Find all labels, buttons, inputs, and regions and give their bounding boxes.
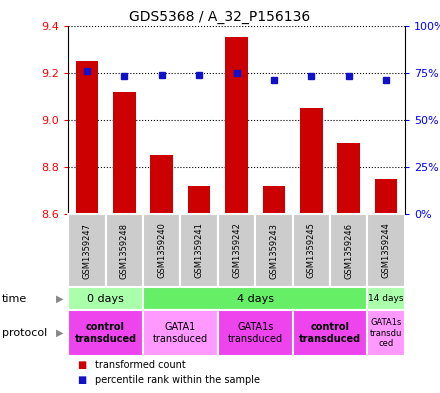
Bar <box>218 214 255 287</box>
Bar <box>330 214 367 287</box>
Text: 14 days: 14 days <box>368 294 404 303</box>
Bar <box>106 214 143 287</box>
Bar <box>76 61 98 214</box>
Bar <box>225 37 248 214</box>
Bar <box>255 214 293 287</box>
Bar <box>180 214 218 287</box>
Bar <box>68 287 143 310</box>
Bar <box>293 214 330 287</box>
Text: ■: ■ <box>77 360 86 370</box>
Bar <box>143 310 218 356</box>
Text: GSM1359245: GSM1359245 <box>307 222 316 279</box>
Text: GSM1359240: GSM1359240 <box>157 222 166 279</box>
Text: GSM1359246: GSM1359246 <box>344 222 353 279</box>
Text: ■: ■ <box>77 375 86 385</box>
Text: GATA1s
transdu
ced: GATA1s transdu ced <box>370 318 402 348</box>
Text: GSM1359248: GSM1359248 <box>120 222 129 279</box>
Bar <box>367 214 405 287</box>
Text: transformed count: transformed count <box>95 360 185 370</box>
Text: GSM1359241: GSM1359241 <box>194 222 204 279</box>
Text: ▶: ▶ <box>55 328 63 338</box>
Bar <box>188 186 210 214</box>
Bar <box>150 155 173 214</box>
Text: GDS5368 / A_32_P156136: GDS5368 / A_32_P156136 <box>129 10 311 24</box>
Text: 0 days: 0 days <box>87 294 124 304</box>
Bar <box>367 310 405 356</box>
Text: GSM1359247: GSM1359247 <box>82 222 92 279</box>
Text: GATA1
transduced: GATA1 transduced <box>153 322 208 344</box>
Bar <box>375 179 397 214</box>
Text: GSM1359244: GSM1359244 <box>381 222 391 279</box>
Text: ▶: ▶ <box>55 294 63 304</box>
Text: GATA1s
transduced: GATA1s transduced <box>227 322 283 344</box>
Bar <box>263 186 285 214</box>
Bar <box>367 287 405 310</box>
Text: GSM1359242: GSM1359242 <box>232 222 241 279</box>
Text: percentile rank within the sample: percentile rank within the sample <box>95 375 260 385</box>
Bar <box>113 92 136 214</box>
Text: protocol: protocol <box>2 328 48 338</box>
Bar <box>218 310 293 356</box>
Bar <box>68 310 143 356</box>
Bar <box>143 214 180 287</box>
Bar <box>337 143 360 214</box>
Text: 4 days: 4 days <box>237 294 274 304</box>
Bar <box>143 287 367 310</box>
Bar <box>293 310 367 356</box>
Text: control
transduced: control transduced <box>299 322 361 344</box>
Text: time: time <box>2 294 27 304</box>
Bar <box>68 214 106 287</box>
Text: GSM1359243: GSM1359243 <box>269 222 279 279</box>
Bar <box>300 108 323 214</box>
Text: control
transduced: control transduced <box>74 322 137 344</box>
